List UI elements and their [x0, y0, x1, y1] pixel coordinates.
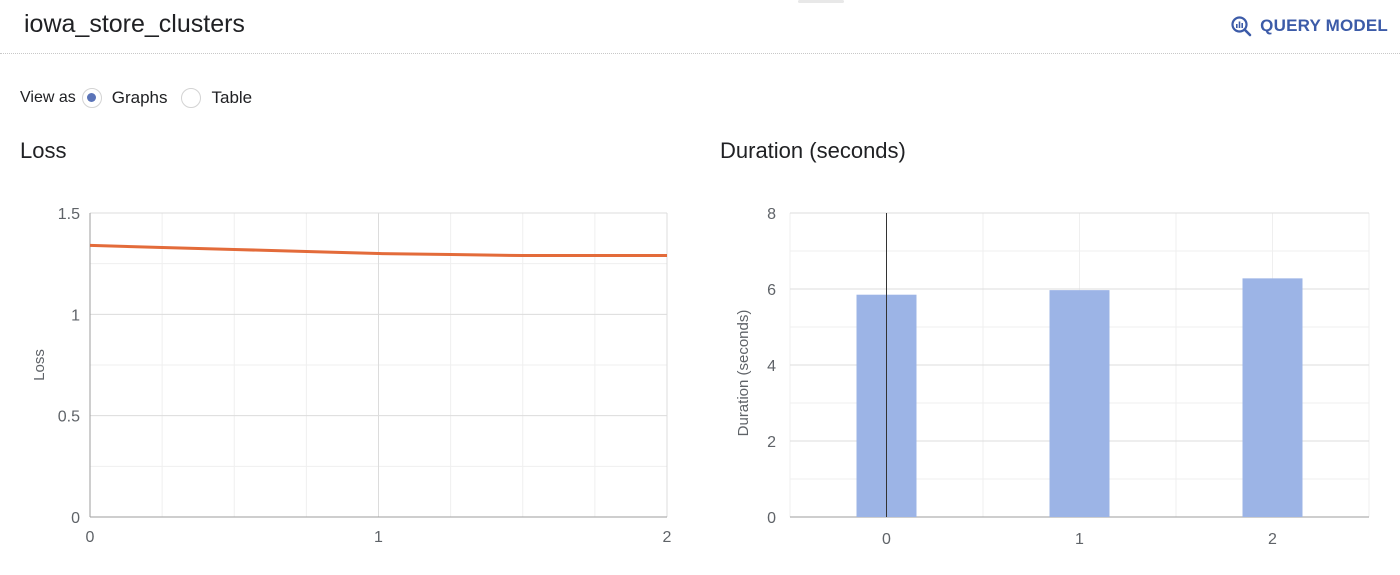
table-radio[interactable] [181, 88, 202, 108]
y-tick-label: 0 [71, 510, 80, 527]
drag-handle[interactable] [798, 0, 844, 3]
graphs-radio[interactable] [81, 88, 102, 108]
y-tick-label: 8 [767, 206, 776, 223]
x-tick-label: 0 [882, 531, 891, 548]
page-header: iowa_store_clusters QUERY MODEL [0, 0, 1400, 54]
y-tick-label: 1.5 [58, 206, 80, 223]
x-tick-label: 1 [374, 529, 383, 546]
y-tick-label: 1 [71, 307, 80, 324]
query-magnifier-icon [1231, 16, 1252, 37]
view-table-option[interactable]: Table [181, 88, 252, 108]
view-as-label: View as [20, 89, 76, 106]
duration-bar [1242, 278, 1303, 517]
graphs-label: Graphs [111, 88, 168, 107]
y-tick-label: 6 [767, 282, 776, 299]
duration-chart: 0 2 4 6 8 0 1 2 Duration (seconds) [735, 206, 1370, 548]
y-tick-label: 0.5 [58, 409, 80, 426]
duration-chart-title: Duration (seconds) [720, 138, 906, 163]
x-tick-label: 2 [1268, 531, 1277, 548]
y-tick-label: 0 [767, 510, 776, 527]
y-tick-label: 2 [767, 434, 776, 451]
view-as-toggle: View as Graphs Table [20, 86, 266, 110]
query-model-label: QUERY MODEL [1260, 16, 1388, 35]
x-tick-label: 2 [663, 529, 672, 546]
table-label: Table [211, 88, 253, 107]
x-tick-label: 1 [1075, 531, 1084, 548]
query-model-button[interactable]: QUERY MODEL [1230, 12, 1388, 40]
x-tick-label: 0 [86, 529, 95, 546]
y-axis-label: Loss [31, 349, 48, 381]
model-title: iowa_store_clusters [24, 10, 245, 38]
loss-chart-title: Loss [20, 138, 67, 163]
y-axis-label: Duration (seconds) [735, 310, 752, 437]
y-tick-label: 4 [767, 358, 776, 375]
loss-chart: 0 0.5 1 1.5 0 1 2 Loss [31, 206, 672, 546]
view-graphs-option[interactable]: Graphs [81, 88, 168, 108]
duration-bar [1049, 290, 1110, 517]
